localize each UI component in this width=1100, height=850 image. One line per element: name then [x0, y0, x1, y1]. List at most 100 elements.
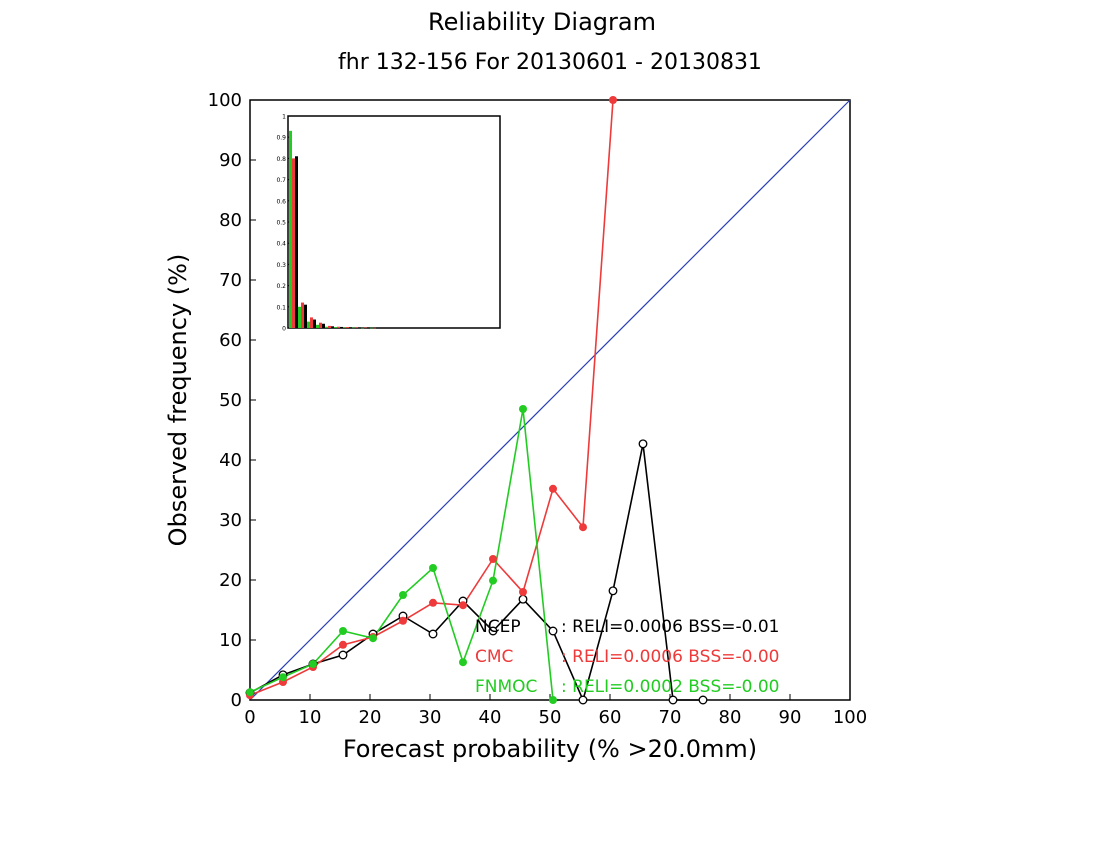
inset-bars	[289, 130, 379, 329]
legend-name-ncep: NCEP	[475, 617, 521, 637]
legend: NCEP : RELI=0.0006 BSS=-0.01 CMC : RELI=0.0…	[475, 617, 779, 697]
inset-bar-ncep	[322, 323, 325, 328]
point-ncep	[518, 594, 528, 604]
point-ncep	[578, 695, 588, 705]
inset-bar-ncep	[367, 327, 370, 329]
y-tick-label: 100	[208, 90, 242, 111]
point-cmc	[519, 588, 527, 596]
inset-bar-fnmoc	[307, 321, 310, 328]
inset-frame	[287, 115, 501, 329]
inset-bar-ncep	[304, 304, 307, 328]
perfect-reliability-diagonal	[249, 99, 851, 701]
inset-bar-cmc	[310, 317, 313, 328]
inset-bar-cmc	[292, 158, 295, 328]
x-tick-label: 100	[833, 707, 867, 728]
inset-bar-cmc	[337, 326, 340, 328]
y-tick-label: 50	[219, 390, 242, 411]
inset-bar-ncep	[313, 319, 316, 328]
point-ncep	[428, 629, 438, 639]
inset-bar-ncep	[331, 326, 334, 328]
point-fnmoc	[519, 405, 527, 413]
inset-tick-label: 0.8	[276, 156, 286, 163]
y-tick-label: 10	[219, 630, 242, 651]
series-line-ncep	[249, 443, 703, 703]
point-cmc	[339, 640, 347, 649]
point-cmc	[549, 484, 557, 493]
y-axis-ticks: 0 10 20 30 40 50 60 70 80 90 100	[208, 90, 256, 711]
y-tick-label: 20	[219, 570, 242, 591]
legend-stats-ncep: : RELI=0.0006 BSS=-0.01	[561, 617, 779, 637]
point-ncep	[608, 586, 618, 596]
inset-tick-label: 1	[282, 114, 286, 121]
point-fnmoc	[309, 660, 317, 668]
x-tick-label: 60	[599, 707, 622, 728]
inset-bar-ncep	[358, 327, 361, 329]
inset-bar-cmc	[346, 327, 349, 328]
inset-tick-label: 0.9	[276, 135, 286, 142]
chart-subtitle: fhr 132-156 For 20130601 - 20130831	[338, 50, 762, 75]
point-cmc	[609, 96, 617, 104]
inset-bar-cmc	[364, 327, 367, 329]
point-ncep	[338, 650, 348, 660]
inset-tick-label: 0.2	[276, 283, 286, 290]
x-axis-ticks: 0 10 20 30 40 50 60 70 80 90 100	[244, 694, 867, 728]
chart-title: Reliability Diagram	[428, 8, 656, 36]
point-cmc	[429, 598, 437, 607]
x-tick-label: 80	[719, 707, 742, 728]
x-tick-label: 10	[299, 707, 322, 728]
point-ncep	[548, 626, 558, 636]
point-cmc	[399, 616, 407, 625]
y-tick-label: 90	[219, 150, 242, 171]
inset-y-ticks: 0 0.1 0.2 0.3 0.4 0.5 0.6 0.7 0.8 0.9 1	[276, 114, 291, 333]
x-tick-label: 50	[539, 707, 562, 728]
inset-bar-fnmoc	[343, 327, 346, 328]
point-fnmoc	[369, 634, 377, 643]
x-axis-label: Forecast probability (% >20.0mm)	[343, 735, 757, 763]
x-tick-label: 20	[359, 707, 382, 728]
inset-bar-ncep	[295, 156, 298, 328]
inset-tick-label: 0.7	[276, 177, 286, 184]
y-tick-label: 40	[219, 450, 242, 471]
inset-bar-cmc	[355, 327, 358, 328]
inset-bar-fnmoc	[370, 327, 373, 329]
y-tick-label: 70	[219, 270, 242, 291]
point-cmc	[489, 555, 497, 563]
inset-bar-fnmoc	[289, 130, 292, 328]
y-tick-label: 60	[219, 330, 242, 351]
x-tick-label: 0	[244, 707, 255, 728]
inset-tick-label: 0.3	[276, 262, 286, 269]
point-ncep	[698, 695, 708, 705]
y-tick-label: 80	[219, 210, 242, 231]
inset-tick-label: 0.6	[276, 198, 286, 205]
inset-bar-fnmoc	[298, 306, 301, 328]
legend-name-fnmoc: FNMOC	[475, 677, 537, 697]
series-layer	[245, 96, 708, 705]
inset-bar-fnmoc	[352, 327, 355, 329]
point-cmc	[579, 523, 587, 532]
inset-bar-fnmoc	[361, 327, 364, 329]
legend-name-cmc: CMC	[475, 647, 513, 667]
x-tick-label: 30	[419, 707, 442, 728]
inset-bar-ncep	[349, 327, 352, 328]
legend-stats-cmc: : RELI=0.0006 BSS=-0.00	[561, 647, 779, 667]
inset-tick-label: 0.5	[276, 220, 286, 227]
inset-bar-fnmoc	[325, 326, 328, 328]
point-ncep	[488, 626, 498, 636]
inset-bar-fnmoc	[316, 324, 319, 328]
point-ncep	[638, 439, 648, 449]
inset-bar-ncep	[376, 327, 379, 329]
x-tick-label: 70	[659, 707, 682, 728]
point-fnmoc	[339, 627, 347, 635]
point-cmc	[459, 601, 467, 610]
point-fnmoc	[399, 591, 407, 599]
inset-bar-cmc	[328, 325, 331, 328]
inset-bar-cmc	[373, 327, 376, 329]
inset-bar-cmc	[319, 322, 322, 328]
inset-tick-label: 0.4	[276, 241, 286, 248]
point-fnmoc	[549, 696, 557, 704]
inset-bar-cmc	[301, 302, 304, 328]
inset-bar-ncep	[340, 326, 343, 328]
point-ncep	[668, 695, 678, 705]
sharpness-inset: 0 0.1 0.2 0.3 0.4 0.5 0.6 0.7 0.8 0.9 1	[276, 114, 501, 333]
